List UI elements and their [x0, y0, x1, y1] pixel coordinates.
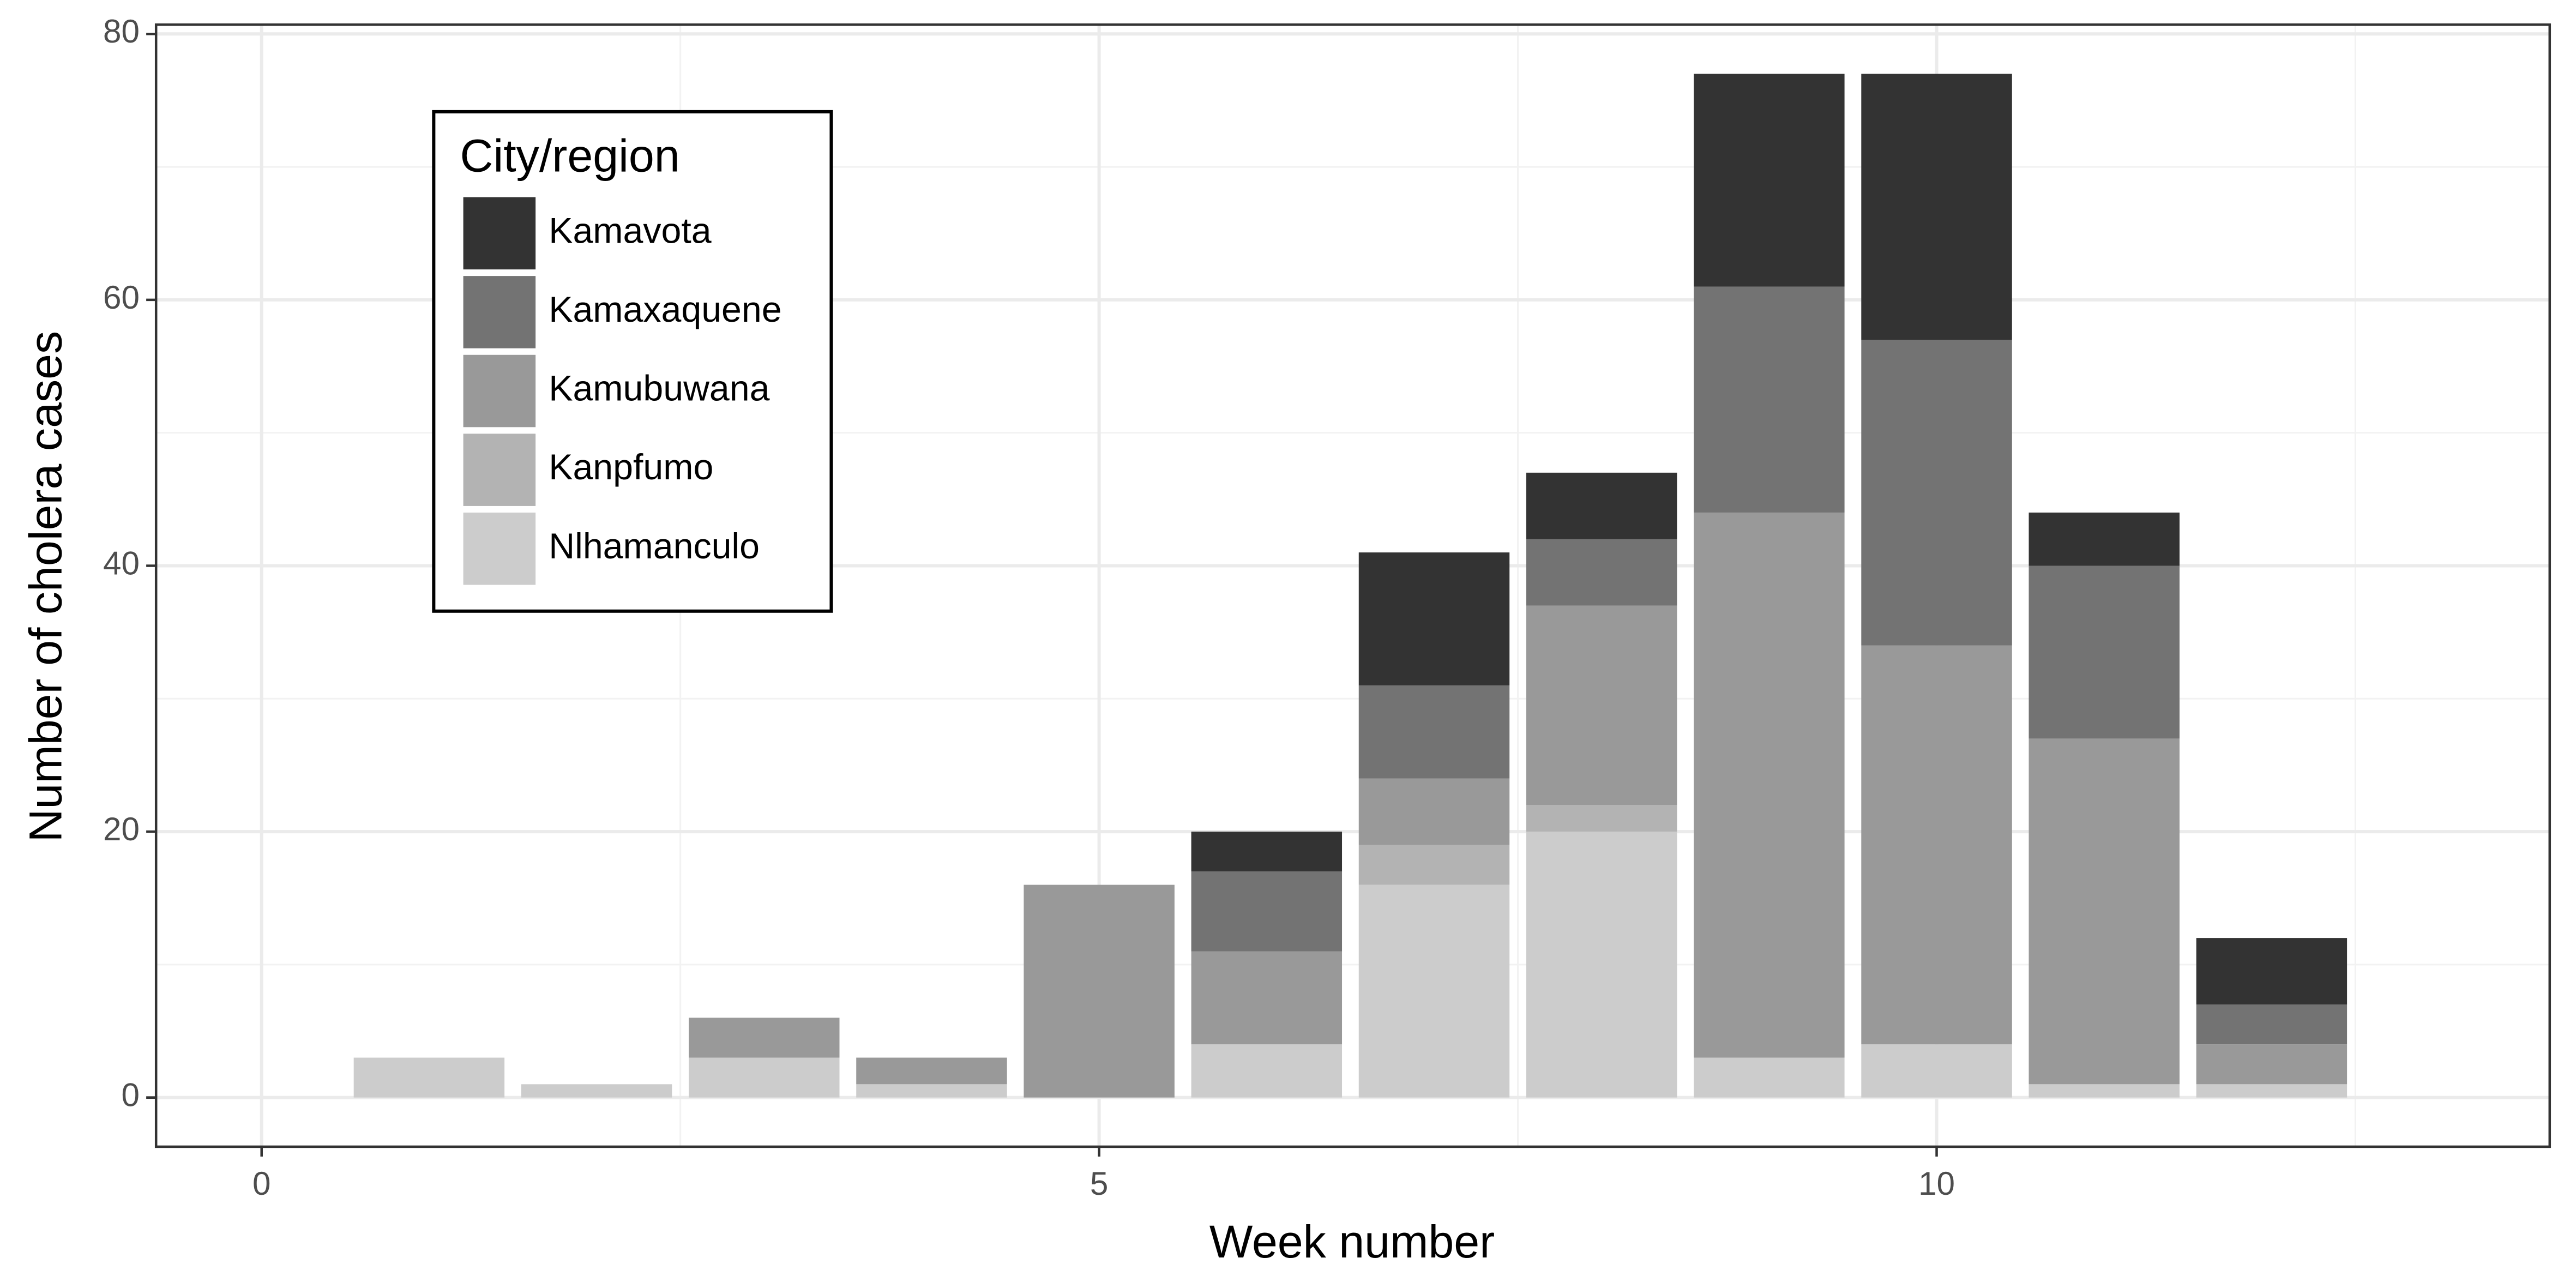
bar-segment	[1526, 605, 1677, 805]
x-tick-label: 5	[1090, 1165, 1109, 1202]
legend-label: Kanpfumo	[549, 447, 713, 487]
bar-segment	[689, 1018, 840, 1058]
bar-segment	[856, 1057, 1007, 1085]
bar-segment	[1861, 1044, 2012, 1098]
plot-border	[154, 23, 2551, 1148]
bar-segment	[856, 1084, 1007, 1098]
bar-segment	[1526, 472, 1677, 539]
bar-segment	[1694, 512, 1845, 1058]
bar-segment	[1191, 832, 1343, 872]
y-tick-label: 20	[103, 810, 140, 847]
bar-segment	[1358, 884, 1510, 1098]
legend-label: Kamaxaquene	[549, 290, 781, 330]
legend-key	[463, 276, 536, 348]
legend-key	[463, 354, 536, 428]
legend-key	[463, 197, 536, 270]
bar-segment	[1024, 884, 1175, 1098]
legend-label: Nlhamanculo	[549, 526, 760, 567]
bar-segment	[1861, 74, 2012, 340]
x-tick-label: 10	[1918, 1165, 1955, 1202]
bar-segment	[2196, 1004, 2348, 1045]
legend-key	[463, 434, 536, 506]
bar-segment	[1694, 1057, 1845, 1098]
bar-segment	[1526, 539, 1677, 606]
bar-segment	[2029, 738, 2180, 1085]
bar-segment	[1191, 1044, 1343, 1098]
bar-segment	[1191, 871, 1343, 952]
bar-segment	[1861, 340, 2012, 646]
x-tick-label: 0	[252, 1165, 271, 1202]
y-tick-label: 60	[103, 279, 140, 316]
bar-segment	[1694, 74, 1845, 287]
legend-key	[463, 512, 536, 585]
bar-segment	[2029, 1084, 2180, 1098]
bar-segment	[2196, 1044, 2348, 1085]
legend-label: Kamubuwana	[549, 369, 769, 409]
y-tick-label: 80	[103, 13, 140, 50]
bar-segment	[2196, 938, 2348, 1005]
bar-segment	[2029, 565, 2180, 739]
bar-segment	[689, 1057, 840, 1098]
x-axis-title: Week number	[1209, 1216, 1495, 1267]
bar-segment	[2029, 512, 2180, 566]
bar-segment	[1861, 645, 2012, 1045]
y-tick-label: 0	[122, 1076, 140, 1114]
bar-segment	[353, 1057, 505, 1098]
y-axis-title: Number of cholera cases	[20, 331, 71, 842]
bar-segment	[521, 1084, 672, 1098]
bar-segment	[1526, 832, 1677, 1098]
bar-segment	[1358, 778, 1510, 845]
bar-segment	[1526, 805, 1677, 832]
y-tick-label: 40	[103, 544, 140, 581]
legend-title: City/region	[460, 130, 680, 182]
bar-segment	[1694, 286, 1845, 513]
bar-segment	[1358, 845, 1510, 885]
bar-segment	[1358, 552, 1510, 685]
bar-segment	[2196, 1084, 2348, 1098]
bar-segment	[1191, 951, 1343, 1045]
legend-label: Kamavota	[549, 210, 712, 251]
bar-segment	[1358, 685, 1510, 779]
